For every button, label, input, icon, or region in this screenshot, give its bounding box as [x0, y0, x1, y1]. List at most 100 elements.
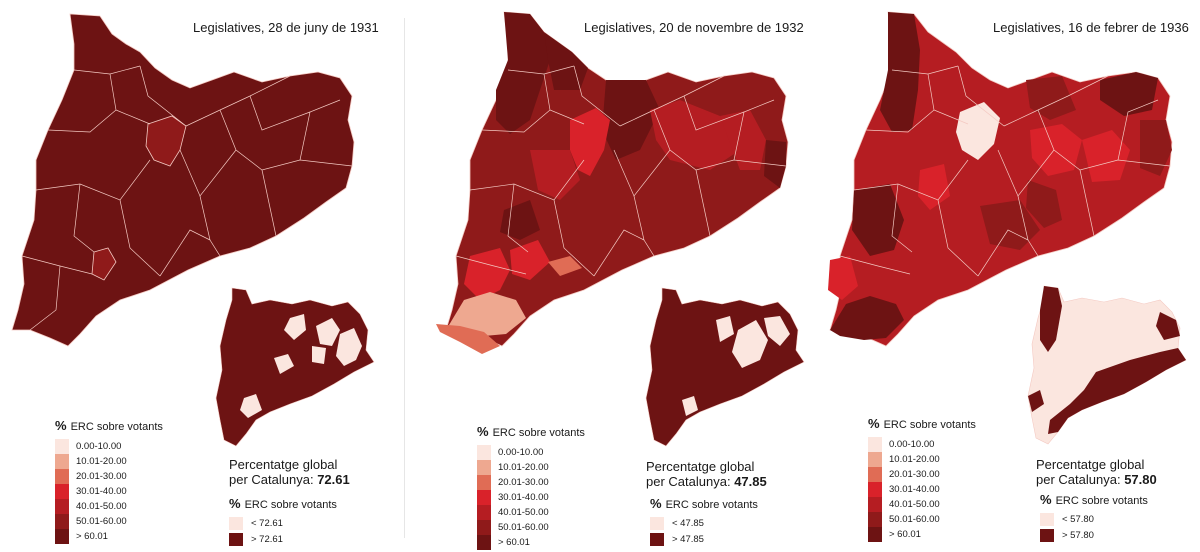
legend-label: 20.01-30.00: [76, 471, 127, 482]
region-light: [446, 292, 526, 336]
region-low: [732, 320, 768, 368]
region-mid: [650, 100, 740, 170]
legend-label: > 60.01: [498, 537, 530, 548]
region-high: [1040, 286, 1062, 352]
panel-title: Legislatives, 28 de juny de 1931: [193, 20, 379, 35]
region-low: [240, 394, 262, 418]
legend-item: > 60.01: [55, 529, 163, 544]
legend-item: < 57.80: [1040, 511, 1148, 527]
legend-title: ERC sobre votants: [492, 427, 585, 439]
region-low: [284, 314, 306, 340]
legend-label: 30.01-40.00: [498, 492, 549, 503]
legend-label: 20.01-30.00: [889, 469, 940, 480]
legend-item: 20.01-30.00: [868, 467, 976, 482]
color-legend: % ERC sobre votants 0.00-10.00 10.01-20.0…: [55, 418, 163, 544]
legend-item: 0.00-10.00: [55, 439, 163, 454]
legend-label: 10.01-20.00: [889, 454, 940, 465]
legend-label: 50.01-60.00: [498, 522, 549, 533]
main-map-1936: [828, 11, 1187, 445]
binary-legend: % ERC sobre votants < 72.61 > 72.61: [229, 496, 337, 547]
region-low: [764, 316, 790, 346]
legend-pct-sign: %: [55, 418, 67, 433]
panel-title: Legislatives, 20 de novembre de 1932: [584, 20, 804, 35]
region-high: [1156, 312, 1180, 340]
region-dark: [852, 184, 904, 256]
region-red: [1082, 130, 1130, 182]
legend-item: 20.01-30.00: [55, 469, 163, 484]
panel-divider: [404, 18, 405, 538]
legend-item: 0.00-10.00: [477, 445, 585, 460]
legend-item: 50.01-60.00: [477, 520, 585, 535]
region-dark: [544, 32, 588, 90]
global-line2: per Catalunya:: [1036, 472, 1121, 487]
global-percentage: Percentatge global per Catalunya: 72.61: [229, 457, 350, 487]
region-dark: [830, 296, 904, 340]
region-dark: [1140, 120, 1172, 176]
region-low: [682, 396, 698, 416]
region-low: [274, 354, 294, 374]
legend-label: < 57.80: [1062, 513, 1094, 525]
legend-pct-sign: %: [868, 416, 880, 431]
legend-item: 50.01-60.00: [55, 514, 163, 529]
legend-pct-sign: %: [650, 496, 662, 511]
legend-item: 40.01-50.00: [55, 499, 163, 514]
legend-label: > 60.01: [889, 529, 921, 540]
legend-item: > 72.61: [229, 531, 337, 547]
region-dark: [496, 12, 550, 134]
global-line1: Percentatge global: [646, 459, 755, 474]
region-red: [570, 108, 610, 176]
legend-item: < 72.61: [229, 515, 337, 531]
legend-item: > 57.80: [1040, 527, 1148, 543]
legend-title: ERC sobre votants: [665, 499, 758, 511]
main-map-1931: [11, 13, 375, 447]
region-dark: [1026, 180, 1062, 228]
binary-legend: % ERC sobre votants < 57.80 > 57.80: [1040, 492, 1148, 543]
legend-label: 0.00-10.00: [498, 447, 544, 458]
legend-item: 30.01-40.00: [868, 482, 976, 497]
global-value: 72.61: [317, 472, 350, 487]
legend-item: 30.01-40.00: [477, 490, 585, 505]
catalonia-small-outline: [645, 287, 805, 447]
global-percentage: Percentatge global per Catalunya: 57.80: [1036, 457, 1157, 487]
legend-label: > 72.61: [251, 533, 283, 545]
region-low: [336, 328, 362, 366]
binary-legend: % ERC sobre votants < 47.85 > 47.85: [650, 496, 758, 547]
panel-1931: Legislatives, 28 de juny de 1931 % ERC so…: [0, 0, 400, 552]
legend-label: > 57.80: [1062, 529, 1094, 541]
region-salmon: [548, 256, 582, 276]
legend-item: > 60.01: [477, 535, 585, 550]
legend-label: 30.01-40.00: [76, 486, 127, 497]
legend-label: 40.01-50.00: [889, 499, 940, 510]
region-dark: [1100, 72, 1158, 116]
legend-label: 10.01-20.00: [498, 462, 549, 473]
legend-label: 40.01-50.00: [498, 507, 549, 518]
legend-label: 20.01-30.00: [498, 477, 549, 488]
legend-label: 30.01-40.00: [889, 484, 940, 495]
legend-pct-sign: %: [1040, 492, 1052, 507]
region-highlight: [91, 247, 117, 281]
legend-pct-sign: %: [477, 424, 489, 439]
panel-1932: Legislatives, 20 de novembre de 1932 % ER…: [420, 0, 820, 552]
legend-item: 20.01-30.00: [477, 475, 585, 490]
legend-item: 50.01-60.00: [868, 512, 976, 527]
legend-title: ERC sobre votants: [883, 419, 976, 431]
region-dark: [764, 140, 786, 188]
legend-item: > 60.01: [868, 527, 976, 542]
legend-label: 0.00-10.00: [76, 441, 122, 452]
legend-label: 50.01-60.00: [76, 516, 127, 527]
legend-item: 30.01-40.00: [55, 484, 163, 499]
region-high: [1048, 348, 1186, 434]
legend-item: 40.01-50.00: [477, 505, 585, 520]
global-value: 47.85: [734, 474, 767, 489]
legend-label: > 47.85: [672, 533, 704, 545]
main-map-1932: [436, 11, 805, 447]
region-dark: [1026, 76, 1076, 120]
region-mid: [602, 80, 660, 160]
panel-title: Legislatives, 16 de febrer de 1936: [993, 20, 1189, 35]
color-legend: % ERC sobre votants 0.00-10.00 10.01-20.0…: [477, 424, 585, 550]
legend-item: 10.01-20.00: [55, 454, 163, 469]
legend-title: ERC sobre votants: [70, 421, 163, 433]
legend-label: 50.01-60.00: [889, 514, 940, 525]
legend-pct-sign: %: [229, 496, 241, 511]
legend-item: > 47.85: [650, 531, 758, 547]
